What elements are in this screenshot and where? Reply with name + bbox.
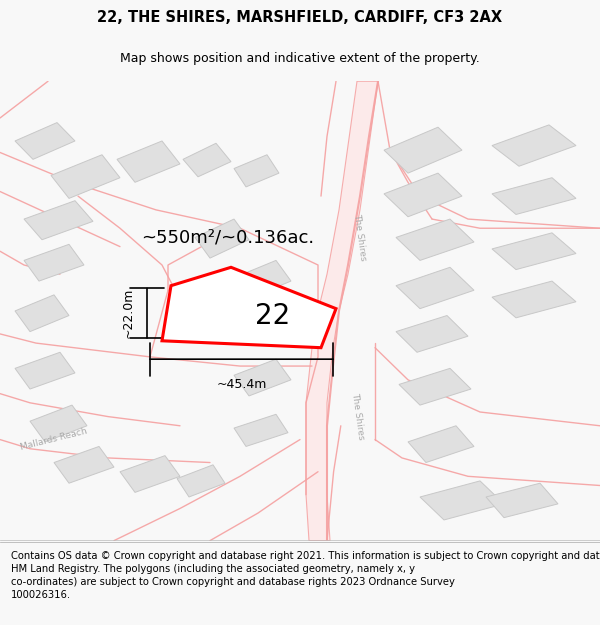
Polygon shape bbox=[408, 426, 474, 462]
Polygon shape bbox=[384, 127, 462, 173]
Text: Mallards Reach: Mallards Reach bbox=[20, 427, 88, 452]
Polygon shape bbox=[384, 173, 462, 217]
Text: Map shows position and indicative extent of the property.: Map shows position and indicative extent… bbox=[120, 52, 480, 65]
Polygon shape bbox=[420, 481, 504, 520]
Polygon shape bbox=[120, 456, 180, 493]
Polygon shape bbox=[399, 368, 471, 405]
Polygon shape bbox=[24, 244, 84, 281]
Text: The Shires: The Shires bbox=[350, 392, 365, 441]
Text: ~45.4m: ~45.4m bbox=[217, 378, 266, 391]
Polygon shape bbox=[492, 281, 576, 318]
Polygon shape bbox=[51, 155, 120, 198]
Text: The Shires: The Shires bbox=[352, 213, 368, 262]
Polygon shape bbox=[237, 261, 291, 297]
Polygon shape bbox=[24, 201, 93, 240]
Text: ~550m²/~0.136ac.: ~550m²/~0.136ac. bbox=[142, 228, 314, 246]
Polygon shape bbox=[15, 295, 69, 332]
Polygon shape bbox=[15, 352, 75, 389]
Polygon shape bbox=[15, 122, 75, 159]
Polygon shape bbox=[306, 81, 378, 541]
Text: Contains OS data © Crown copyright and database right 2021. This information is : Contains OS data © Crown copyright and d… bbox=[11, 551, 600, 601]
Polygon shape bbox=[234, 414, 288, 446]
Polygon shape bbox=[492, 233, 576, 269]
Polygon shape bbox=[396, 268, 474, 309]
Polygon shape bbox=[162, 268, 336, 348]
Polygon shape bbox=[396, 316, 468, 352]
Polygon shape bbox=[54, 446, 114, 483]
Polygon shape bbox=[492, 177, 576, 214]
Polygon shape bbox=[234, 155, 279, 187]
Polygon shape bbox=[195, 219, 249, 258]
Polygon shape bbox=[492, 125, 576, 166]
Polygon shape bbox=[486, 483, 558, 518]
Polygon shape bbox=[117, 141, 180, 182]
Text: ~22.0m: ~22.0m bbox=[121, 288, 134, 338]
Text: 22, THE SHIRES, MARSHFIELD, CARDIFF, CF3 2AX: 22, THE SHIRES, MARSHFIELD, CARDIFF, CF3… bbox=[97, 11, 503, 26]
Polygon shape bbox=[234, 359, 291, 396]
Polygon shape bbox=[396, 219, 474, 261]
Polygon shape bbox=[183, 143, 231, 177]
Text: 22: 22 bbox=[256, 301, 290, 329]
Polygon shape bbox=[177, 465, 225, 497]
Polygon shape bbox=[30, 405, 87, 442]
